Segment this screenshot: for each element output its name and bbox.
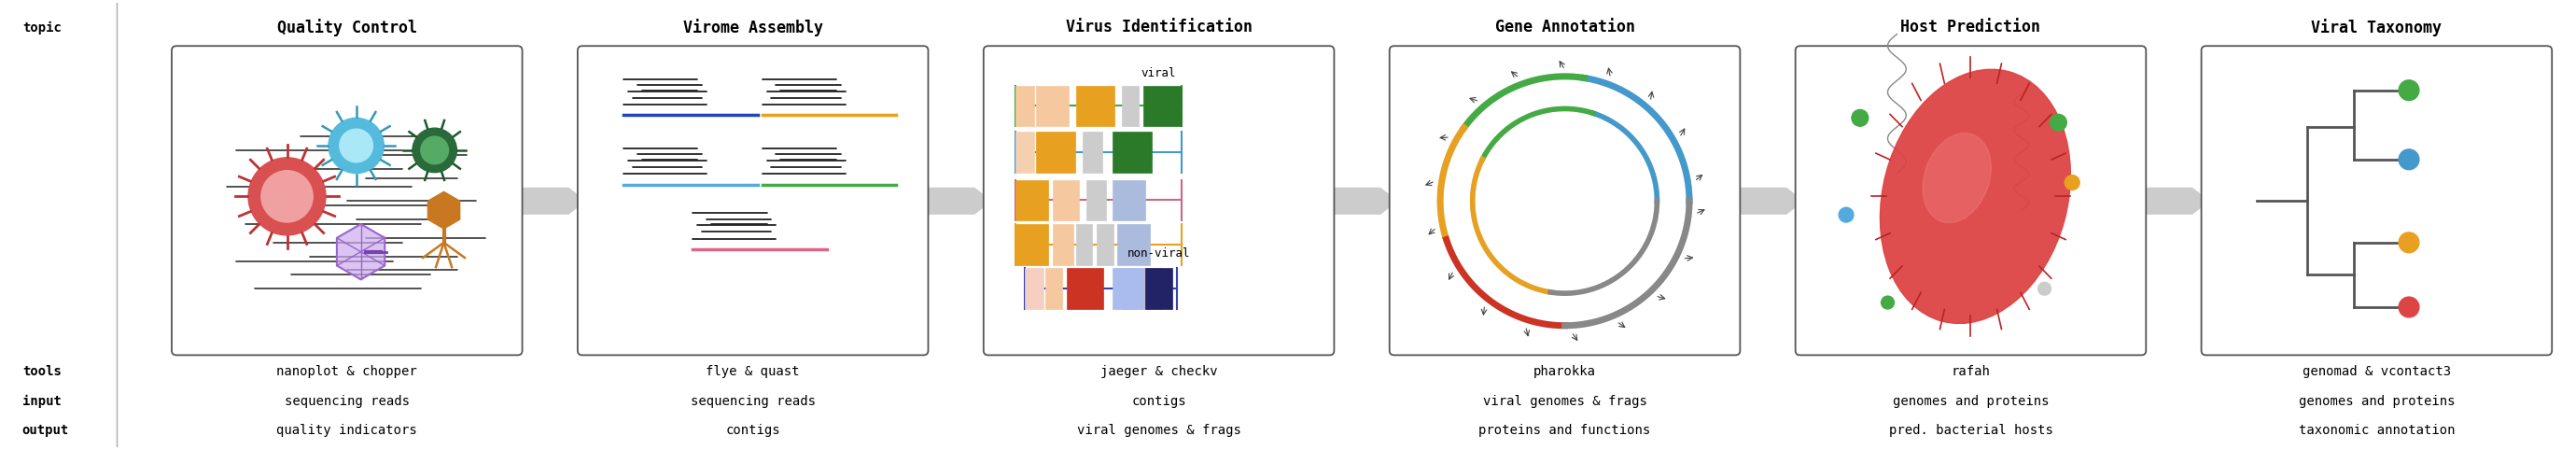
Circle shape [2398,149,2419,170]
Bar [1015,224,1048,265]
Text: Viral Taxonomy: Viral Taxonomy [2311,18,2442,36]
Bar [1036,132,1074,172]
Bar [1144,268,1172,309]
Text: flye & quast: flye & quast [706,365,799,378]
Text: Virus Identification: Virus Identification [1066,19,1252,36]
Text: topic: topic [23,21,62,34]
Bar [1015,180,1048,220]
Text: viral: viral [1141,68,1177,80]
FancyArrow shape [920,188,992,214]
Text: rafah: rafah [1950,365,1991,378]
Bar [1087,180,1105,220]
FancyBboxPatch shape [984,46,1334,355]
Bar [1097,224,1113,265]
Circle shape [2050,114,2066,131]
Bar [1077,86,1115,126]
Circle shape [247,158,325,235]
Circle shape [412,128,456,172]
Circle shape [330,118,384,173]
Text: genomes and proteins: genomes and proteins [1893,395,2048,408]
FancyBboxPatch shape [2202,46,2553,355]
Text: taxonomic annotation: taxonomic annotation [2298,424,2455,437]
FancyBboxPatch shape [577,46,927,355]
Bar [1015,132,1036,172]
Text: contigs: contigs [726,424,781,437]
Polygon shape [337,224,384,279]
Text: quality indicators: quality indicators [276,424,417,437]
Text: Gene Annotation: Gene Annotation [1494,19,1636,36]
Bar [1054,180,1079,220]
FancyArrow shape [515,188,585,214]
Text: genomes and proteins: genomes and proteins [2298,395,2455,408]
Text: Virome Assembly: Virome Assembly [683,18,822,36]
Text: pred. bacterial hosts: pred. bacterial hosts [1888,424,2053,437]
Bar [1141,268,1162,309]
FancyArrow shape [1734,188,1803,214]
FancyBboxPatch shape [173,46,523,355]
Text: sequencing reads: sequencing reads [283,395,410,408]
Circle shape [340,129,374,162]
Circle shape [2398,297,2419,317]
Bar [1118,224,1149,265]
Text: jaeger & checkv: jaeger & checkv [1100,365,1218,378]
Circle shape [2398,80,2419,100]
Bar [1025,268,1043,309]
Bar [1113,132,1151,172]
Ellipse shape [1922,133,1991,223]
Text: Quality Control: Quality Control [278,18,417,36]
Text: proteins and functions: proteins and functions [1479,424,1651,437]
FancyArrow shape [1327,188,1396,214]
Text: viral genomes & frags: viral genomes & frags [1484,395,1646,408]
Bar [1113,268,1136,309]
Text: viral genomes & frags: viral genomes & frags [1077,424,1242,437]
Bar [1046,268,1061,309]
Text: pharokka: pharokka [1533,365,1597,378]
Bar [1123,86,1139,126]
Circle shape [2038,282,2050,295]
Bar [1144,86,1182,126]
Bar [1036,86,1069,126]
Bar [1066,268,1103,309]
Bar [1123,268,1141,309]
Text: nanoplot & chopper: nanoplot & chopper [276,365,417,378]
Text: sequencing reads: sequencing reads [690,395,817,408]
Circle shape [260,171,312,222]
Text: output: output [23,424,70,437]
FancyBboxPatch shape [1388,46,1739,355]
FancyArrow shape [2138,188,2208,214]
Text: tools: tools [23,365,62,378]
Circle shape [1852,110,1868,126]
Circle shape [2066,175,2079,190]
Circle shape [420,136,448,164]
Bar [1082,132,1103,172]
Bar [1015,86,1036,126]
Text: contigs: contigs [1131,395,1185,408]
Text: input: input [23,395,62,408]
Ellipse shape [1880,69,2071,324]
Bar [1054,224,1074,265]
Text: non-viral: non-viral [1128,248,1190,260]
Bar [1113,180,1144,220]
Circle shape [2398,232,2419,253]
FancyBboxPatch shape [1795,46,2146,355]
Bar [1077,224,1092,265]
Text: Host Prediction: Host Prediction [1901,19,2040,36]
Circle shape [1839,207,1855,222]
Circle shape [1880,296,1893,309]
Text: genomad & vcontact3: genomad & vcontact3 [2303,365,2450,378]
